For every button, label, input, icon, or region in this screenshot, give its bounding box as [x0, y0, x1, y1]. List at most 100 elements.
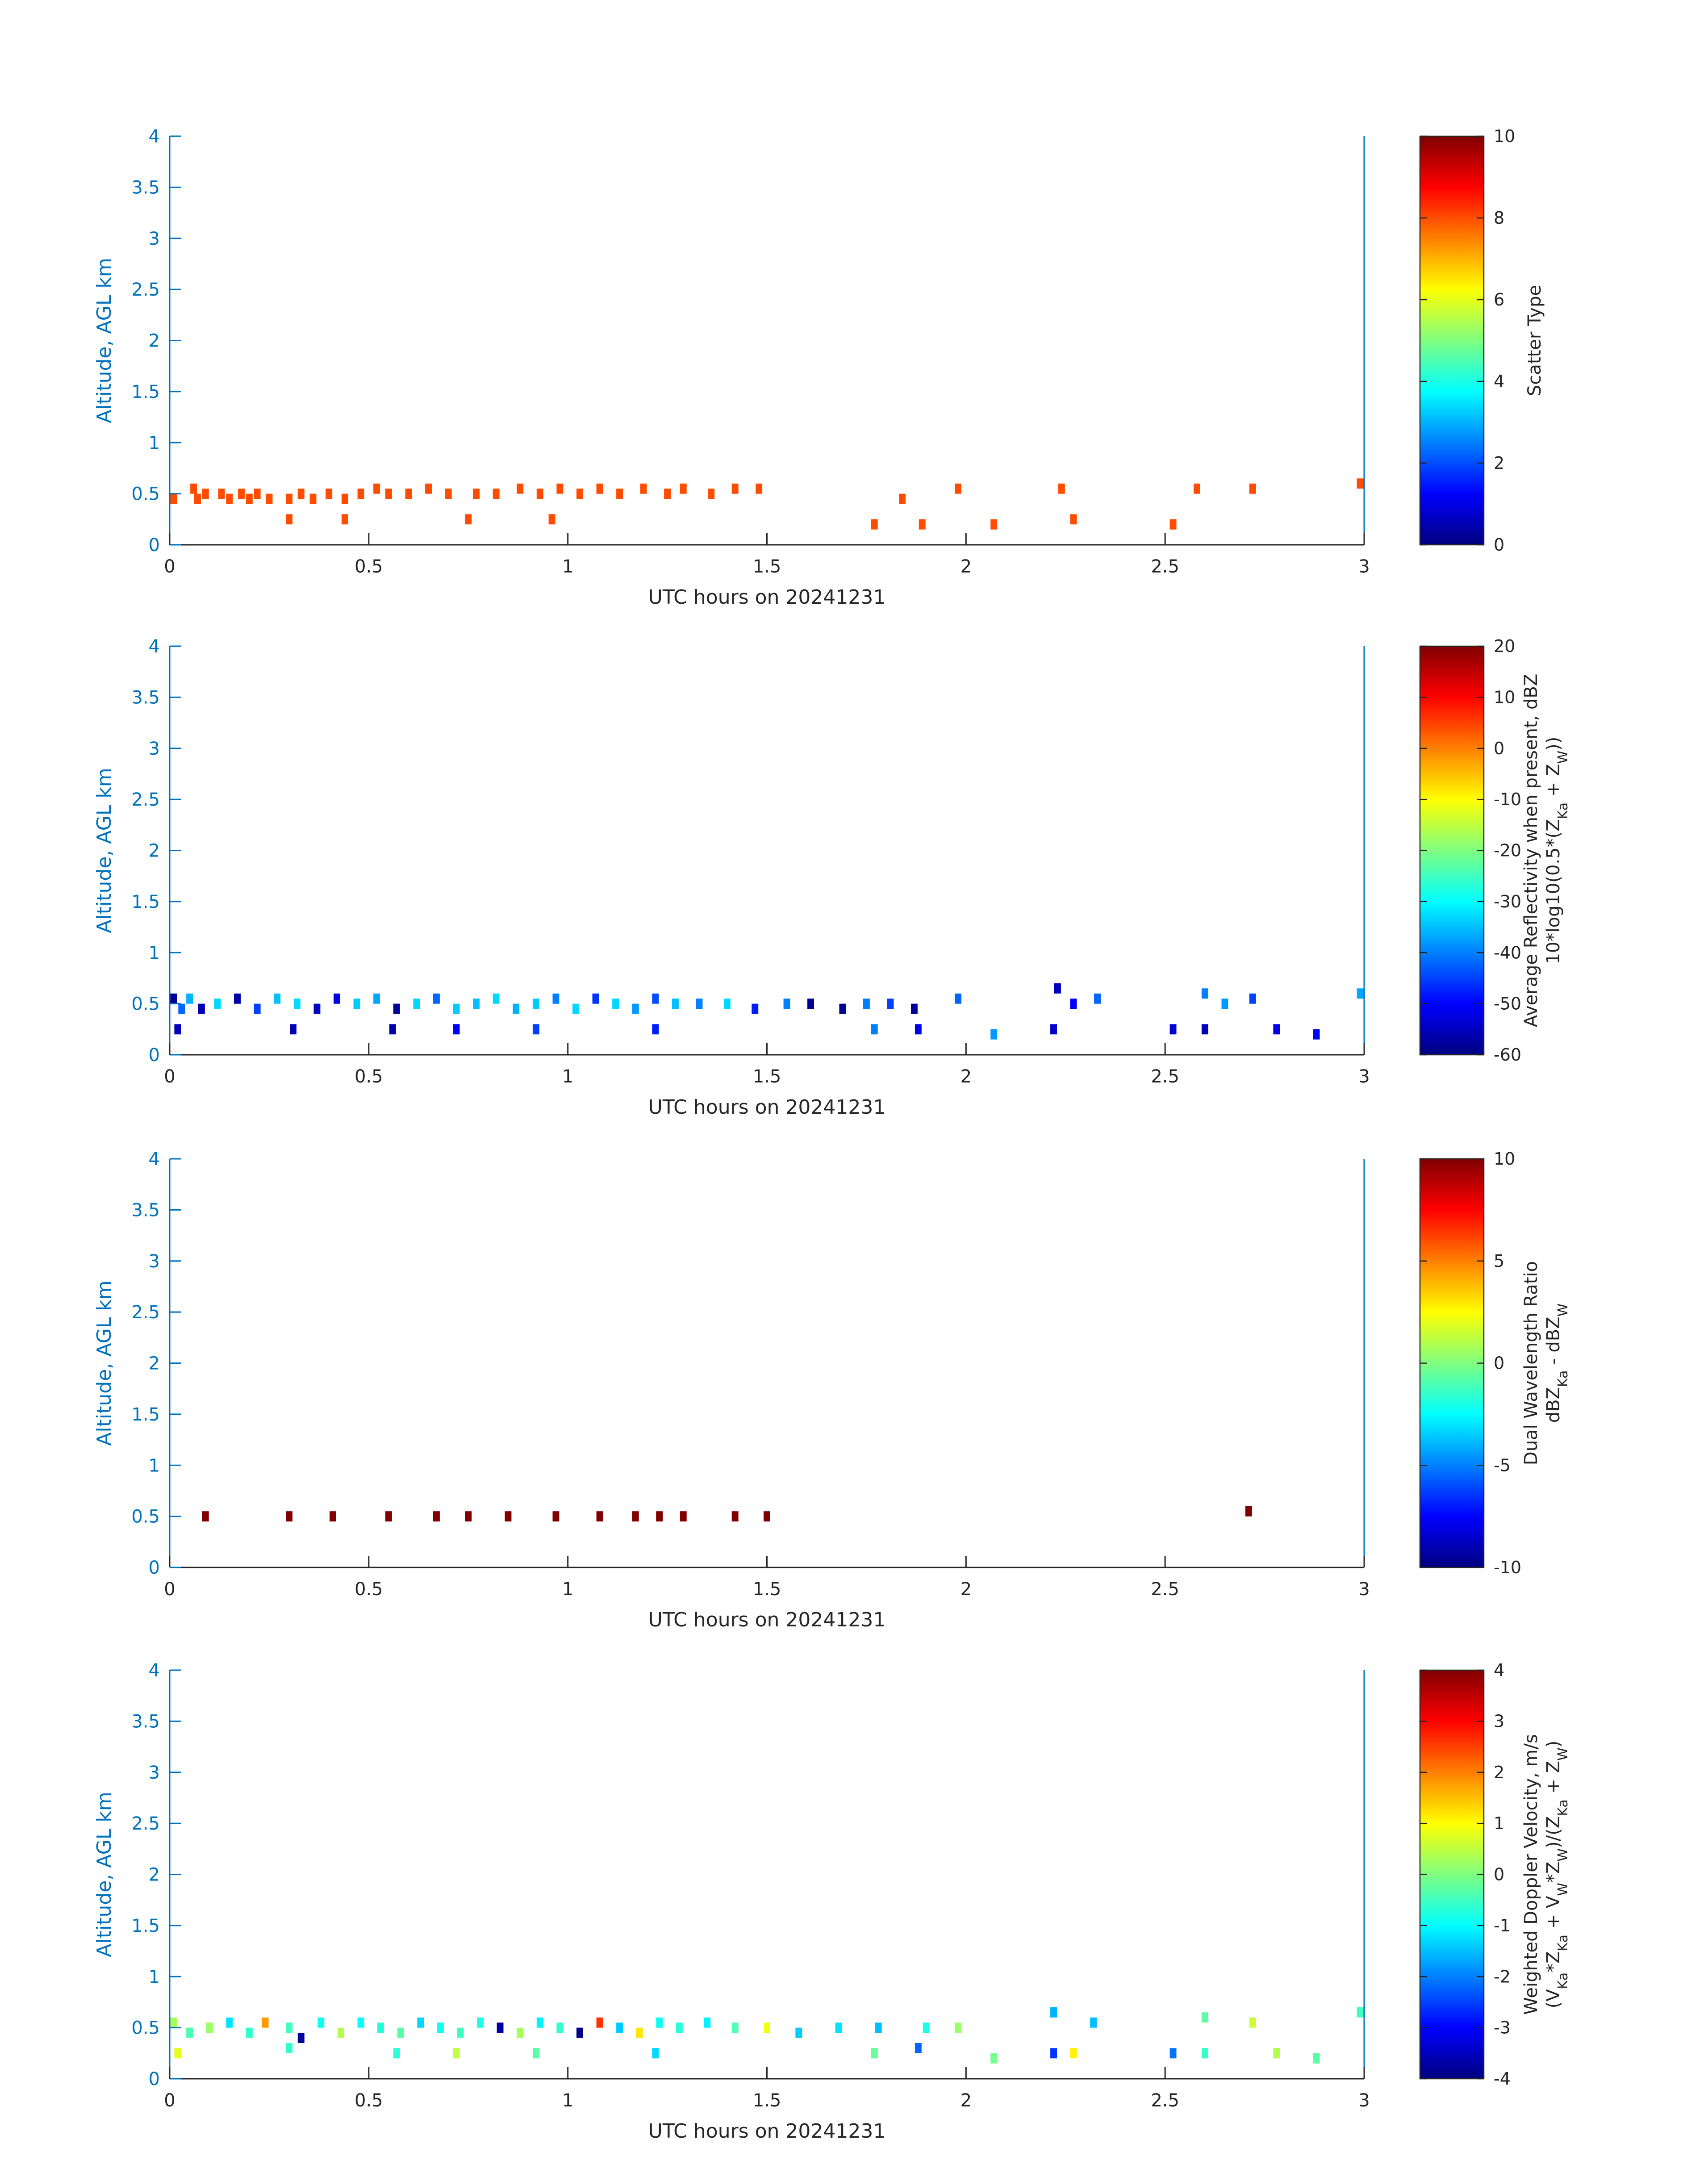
y-tick-label: 4 [149, 1149, 160, 1170]
heatmap-cell [497, 2022, 504, 2033]
heatmap-cell [1201, 2012, 1208, 2023]
heatmap-cell [517, 483, 524, 494]
heatmap-cell [413, 999, 420, 1009]
subscript: Ka [1555, 1371, 1571, 1387]
heatmap-cell [330, 1511, 336, 1522]
heatmap-cell [170, 2017, 177, 2028]
heatmap-cell [453, 2048, 460, 2059]
colorbar-tick-label: 0 [1494, 535, 1504, 555]
colorbar-tick-label: 3 [1494, 1711, 1504, 1731]
heatmap-cell [234, 993, 241, 1004]
subscript: W [1555, 1747, 1571, 1761]
heatmap-cell [548, 514, 555, 525]
heatmap-cells [170, 478, 1364, 530]
heatmap-cell [532, 999, 539, 1009]
y-tick-label: 2 [149, 1865, 160, 1885]
heatmap-cell [190, 483, 197, 494]
heatmap-cell [612, 999, 619, 1009]
heatmap-cell [453, 1024, 460, 1035]
colorbar: -60 -50 -40 -30 -20 -10 0 10 20 Average Reflectiv… [1419, 636, 1571, 1065]
heatmap-cell [357, 2017, 364, 2028]
heatmap-cell [417, 2017, 424, 2028]
heatmap-cell [596, 483, 603, 494]
heatmap-cell [915, 2043, 922, 2053]
colorbar-tick-label: 0 [1494, 1865, 1504, 1885]
heatmap-cell [218, 489, 225, 499]
x-tick-label: 2.5 [1151, 1579, 1179, 1600]
heatmap-cells [170, 2007, 1364, 2064]
heatmap-cell [405, 489, 412, 499]
heatmap-cell [274, 993, 281, 1004]
y-tick-label: 4 [149, 1660, 160, 1681]
heatmap-cell [341, 514, 348, 525]
heatmap-cell [178, 1003, 185, 1014]
label-part: + Z [1543, 764, 1564, 802]
y-tick-label: 4 [149, 126, 160, 147]
y-tick-label: 0.5 [131, 2018, 160, 2039]
colorbar-tick-label: -2 [1494, 1967, 1511, 1986]
heatmap-cell [297, 489, 305, 499]
y-tick-label: 2 [149, 841, 160, 861]
subscript: W [1555, 1304, 1571, 1317]
heatmap-cell [286, 2043, 292, 2053]
heatmap-cell [338, 2027, 344, 2038]
heatmap-cell [170, 493, 177, 504]
colorbar-tick-label: 0 [1494, 1354, 1504, 1373]
y-tick-label: 3 [149, 1251, 160, 1272]
heatmap-cell [313, 1003, 321, 1014]
heatmap-cell [572, 1003, 579, 1014]
y-tick-label: 1.5 [131, 1916, 160, 1936]
colorbar-gradient [1419, 645, 1485, 1056]
colorbar-tick-label: -3 [1494, 2018, 1511, 2038]
heatmap-cell [955, 483, 961, 494]
y-axis-label: Altitude, AGL km [93, 1280, 116, 1446]
heatmap-cell [616, 2022, 623, 2033]
y-tick-label: 3.5 [131, 687, 160, 708]
y-tick-label: 2 [149, 331, 160, 351]
heatmap-cell [652, 1024, 659, 1035]
colorbar-tick-label: -10 [1494, 1558, 1521, 1577]
heatmap-cell [214, 999, 221, 1009]
heatmap-cell [656, 2017, 663, 2028]
heatmap-cell [473, 999, 480, 1009]
y-tick-label: 2.5 [131, 790, 160, 810]
heatmap-cell [923, 2022, 930, 2033]
x-tick-label: 3 [1358, 1066, 1370, 1087]
heatmap-cell [437, 2022, 444, 2033]
colorbar-tick-label: -60 [1494, 1045, 1521, 1065]
heatmap-cell [317, 2017, 325, 2028]
heatmap-cell [680, 483, 687, 494]
heatmap-cell [290, 1024, 296, 1035]
heatmap-cell [704, 2017, 711, 2028]
heatmap-cell [552, 993, 560, 1004]
heatmap-cell [493, 489, 500, 499]
heatmap-cell [246, 2027, 253, 2038]
heatmap-cell [194, 493, 201, 504]
heatmap-cell [465, 1511, 472, 1522]
heatmap-cell [433, 993, 440, 1004]
heatmap-cell [1273, 1024, 1280, 1035]
heatmap-cell [473, 489, 480, 499]
heatmap-cell [731, 1511, 739, 1522]
colorbar-label: dBZKa - dBZW [1543, 1304, 1571, 1423]
subscript: Ka [1555, 1799, 1571, 1816]
x-axis-label: UTC hours on 20241231 [648, 1096, 886, 1119]
heatmap-cell [556, 483, 564, 494]
heatmap-cell [990, 519, 998, 530]
heatmap-cell [664, 489, 671, 499]
y-tick-label: 2.5 [131, 1302, 160, 1323]
heatmap-cell [708, 489, 715, 499]
panel-2: 0 0.5 1 1.5 2 2.5 3 3.5 4 0 0.5 1 1.5 2 2.5 3 UTC hours … [93, 636, 1571, 1119]
heatmap-cell [1249, 2017, 1256, 2028]
heatmap-cell [640, 483, 647, 494]
x-tick-label: 1.5 [753, 2090, 781, 2111]
x-tick-label: 0.5 [355, 1579, 383, 1600]
y-tick-label: 0 [149, 535, 160, 556]
y-tick-label: 0 [149, 1558, 160, 1578]
heatmap-cell [341, 493, 348, 504]
heatmap-cell [1058, 483, 1065, 494]
colorbar-tick-label: 10 [1494, 687, 1515, 707]
y-axis-label: Altitude, AGL km [93, 1792, 116, 1957]
y-tick-label: 1 [149, 433, 160, 453]
